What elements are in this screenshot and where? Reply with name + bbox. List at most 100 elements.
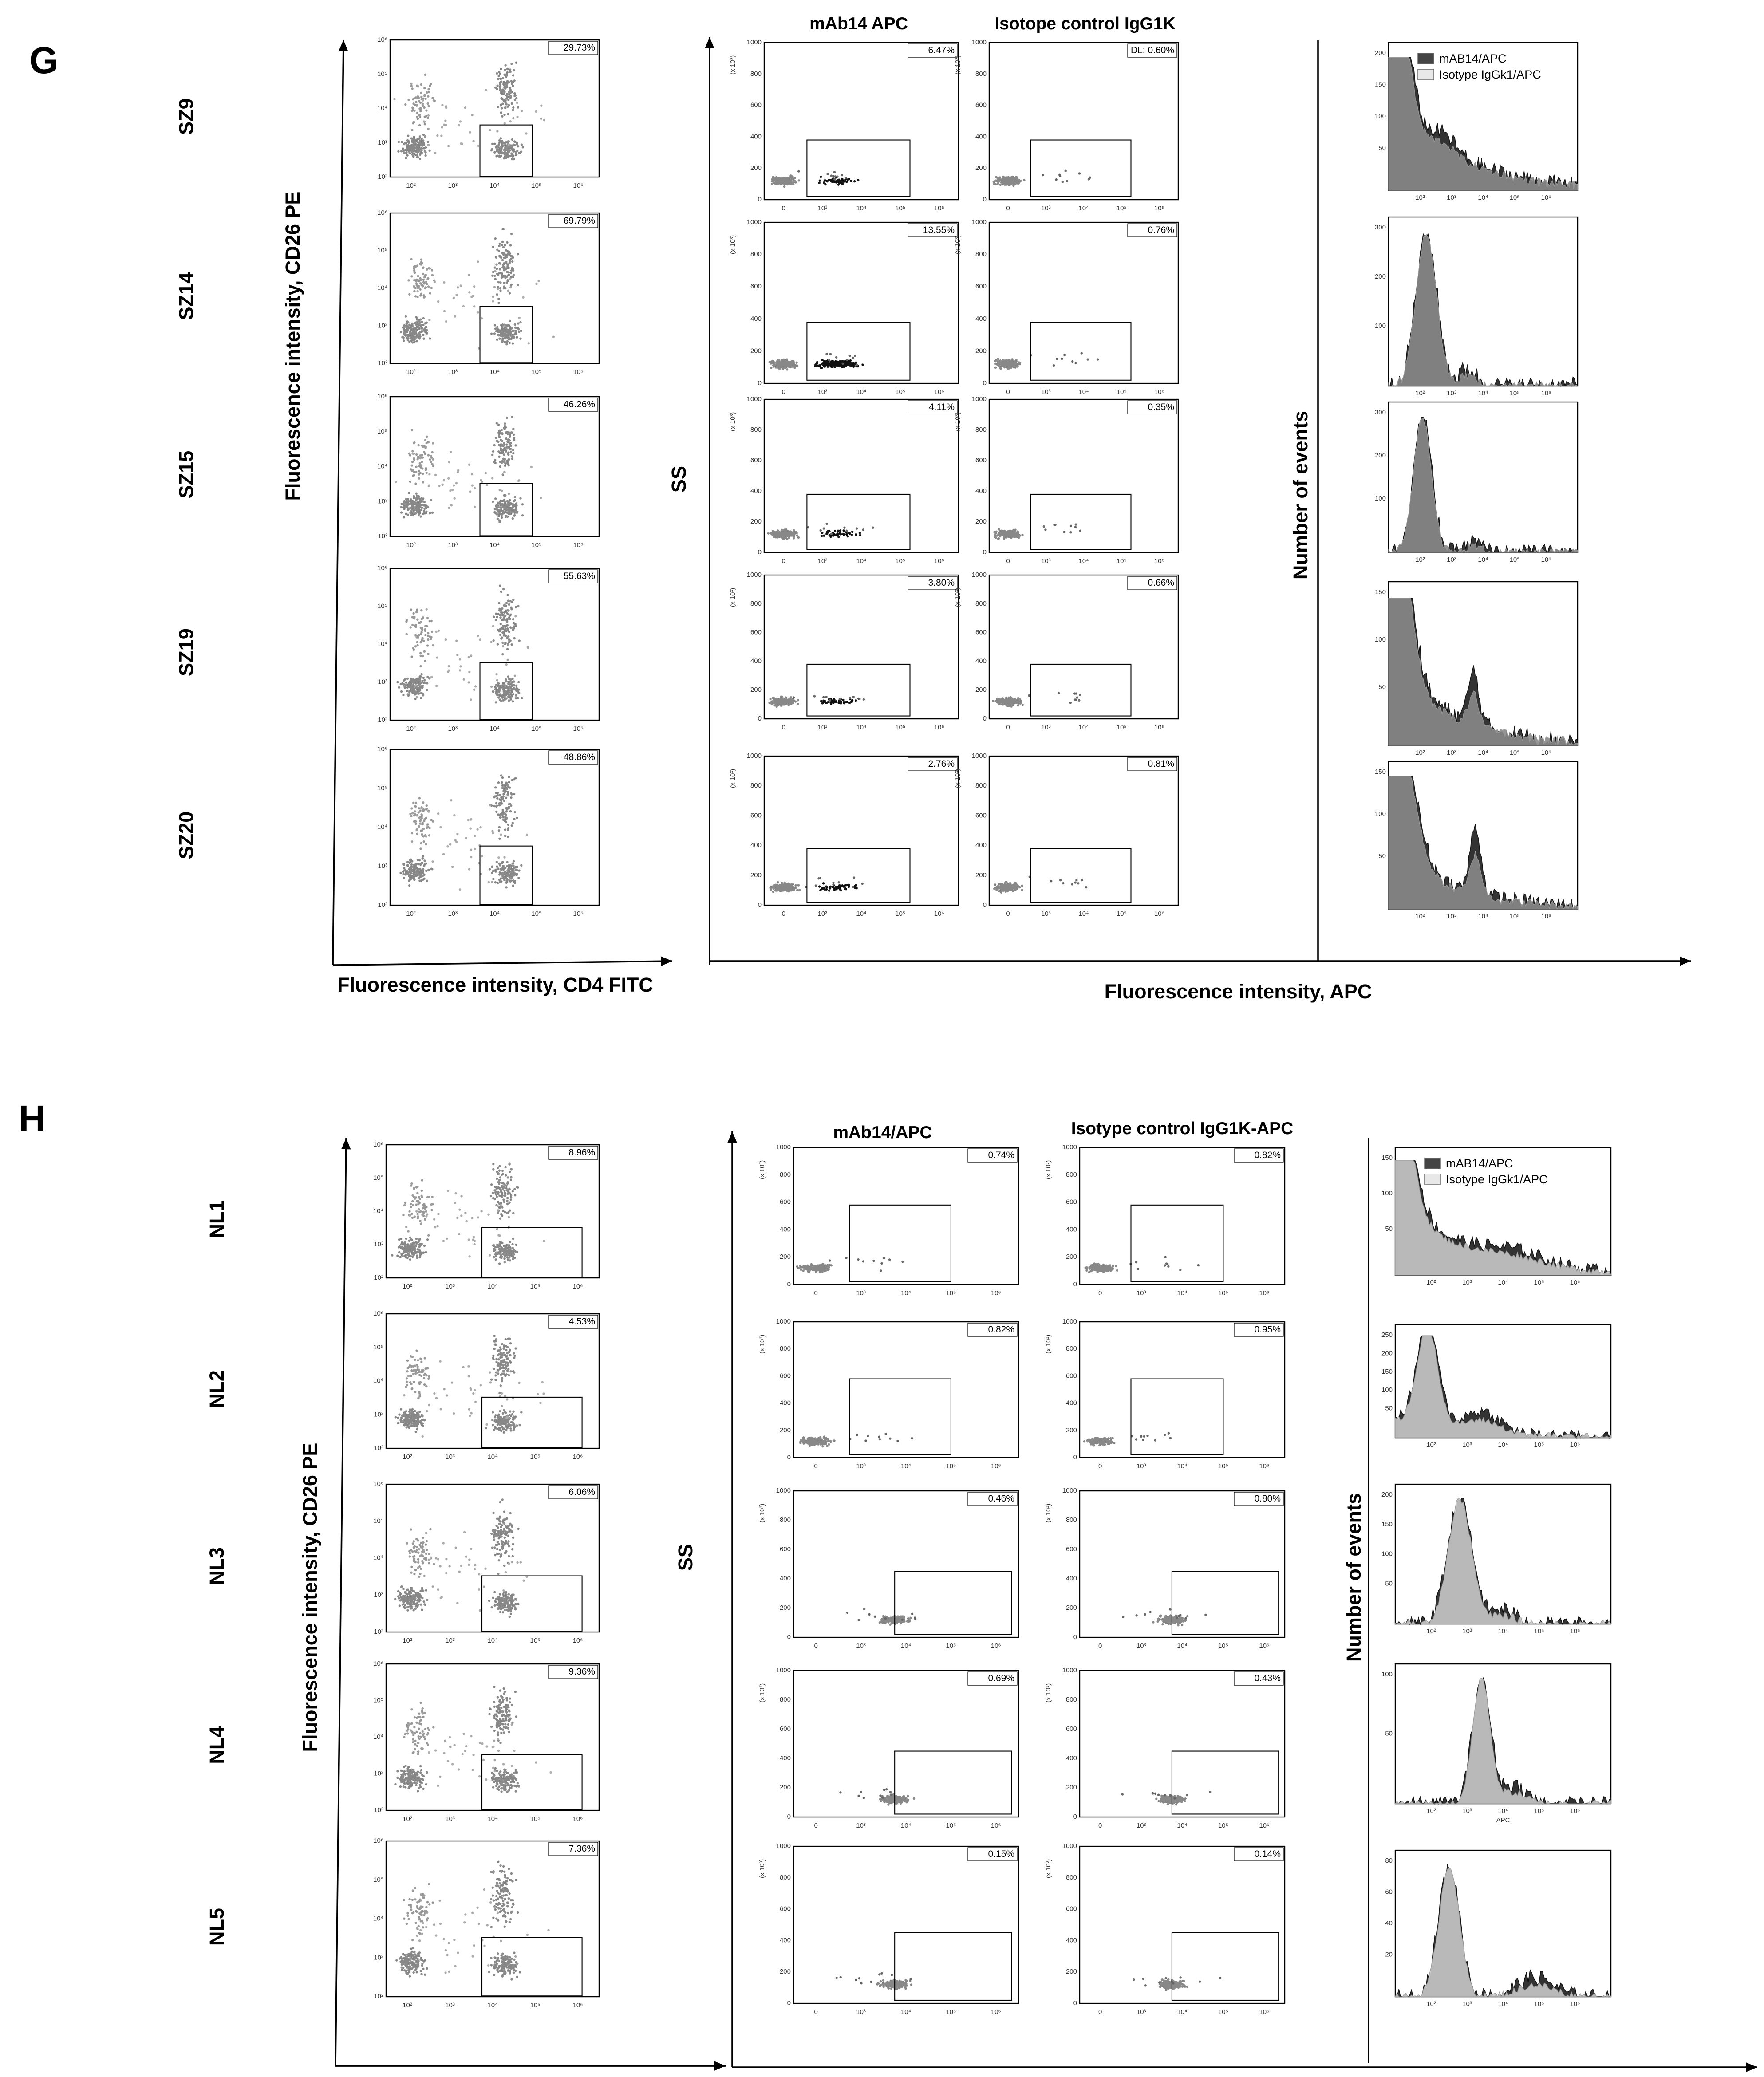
event-dot: [509, 600, 512, 603]
event-dot: [469, 131, 471, 134]
event-dot: [504, 337, 507, 340]
event-dot: [511, 821, 514, 824]
event-dot: [428, 319, 431, 321]
event-dot: [1063, 354, 1066, 356]
event-dot: [484, 472, 487, 474]
event-dot: [424, 660, 426, 662]
event-dot: [408, 693, 411, 696]
event-dot: [413, 814, 415, 817]
event-dot: [1002, 362, 1004, 365]
event-dot: [501, 115, 504, 118]
event-dot: [420, 872, 422, 875]
event-dot: [507, 289, 510, 292]
event-dot: [421, 262, 423, 264]
event-dot: [505, 663, 508, 666]
y-tick-label: 10³: [378, 497, 387, 505]
y-tick-label: 10²: [378, 901, 387, 909]
event-dot: [1020, 702, 1022, 705]
event-dot: [507, 823, 510, 826]
event-dot: [457, 469, 460, 472]
event-dot: [427, 632, 430, 635]
x-tick-label: 10⁶: [1541, 749, 1551, 757]
event-dot: [849, 697, 852, 699]
event-dot: [521, 503, 524, 506]
event-dot: [495, 795, 498, 797]
event-dot: [535, 110, 537, 113]
event-dot: [508, 781, 510, 784]
y-tick-label: 100: [1375, 322, 1386, 330]
event-dot: [780, 536, 783, 538]
ss-unit: (x 10³): [729, 235, 737, 254]
event-dot: [415, 828, 418, 832]
event-dot: [499, 82, 501, 85]
event-dot: [501, 228, 504, 231]
event-dot: [505, 602, 508, 604]
x-tick-label: 10⁶: [573, 368, 583, 376]
event-dot: [502, 81, 505, 83]
event-dot: [498, 455, 501, 458]
event-dot: [412, 149, 414, 152]
event-dot: [1018, 535, 1021, 538]
y-tick-label: 200: [975, 347, 987, 355]
percent-label: 4.11%: [929, 402, 955, 412]
event-dot: [444, 119, 447, 122]
event-dot: [506, 504, 509, 506]
event-dot: [509, 277, 511, 280]
scatter-plot: [389, 39, 600, 178]
event-dot: [417, 95, 419, 98]
x-tick-label: 10⁴: [1078, 557, 1089, 565]
event-dot: [402, 504, 405, 507]
event-dot: [422, 337, 425, 340]
event-dot: [408, 323, 411, 326]
event-dot: [1013, 530, 1016, 533]
event-dot: [841, 173, 844, 177]
event-dot: [826, 364, 829, 367]
event-dot: [440, 134, 443, 137]
event-dot: [507, 693, 509, 695]
event-dot: [514, 697, 517, 700]
event-dot: [403, 869, 406, 872]
event-dot: [510, 512, 513, 515]
event-dot: [511, 91, 513, 94]
event-dot: [420, 631, 423, 634]
event-dot: [505, 796, 508, 799]
event-dot: [777, 534, 780, 536]
event-dot: [420, 697, 422, 699]
event-dot: [418, 158, 422, 160]
event-dot: [785, 368, 789, 371]
event-dot: [420, 682, 423, 684]
event-dot: [500, 256, 503, 259]
event-dot: [501, 240, 504, 244]
event-dot: [505, 437, 508, 440]
event-dot: [412, 863, 415, 867]
event-dot: [501, 140, 504, 143]
event-dot: [426, 102, 429, 105]
event-dot: [427, 277, 430, 280]
event-dot: [995, 359, 998, 362]
ss-plot: [763, 221, 959, 384]
x-tick-label: 10³: [448, 725, 458, 733]
event-dot: [422, 840, 425, 843]
event-dot: [441, 126, 443, 129]
event-dot: [420, 497, 423, 500]
event-dot: [513, 150, 515, 153]
event-dot: [515, 684, 518, 687]
event-dot: [1086, 358, 1089, 361]
event-dot: [494, 237, 497, 240]
event-dot: [493, 324, 497, 327]
event-dot: [497, 281, 500, 284]
event-dot: [425, 843, 427, 846]
event-dot: [777, 703, 780, 706]
event-dot: [825, 695, 828, 698]
event-dot: [497, 423, 500, 426]
event-dot: [427, 144, 430, 146]
event-dot: [504, 464, 506, 467]
event-dot: [503, 615, 506, 618]
event-dot: [498, 337, 501, 340]
event-dot: [422, 481, 425, 484]
event-dot: [500, 627, 502, 630]
event-dot: [511, 457, 514, 460]
event-dot: [427, 285, 430, 288]
event-dot: [411, 508, 414, 511]
event-dot: [411, 106, 414, 109]
